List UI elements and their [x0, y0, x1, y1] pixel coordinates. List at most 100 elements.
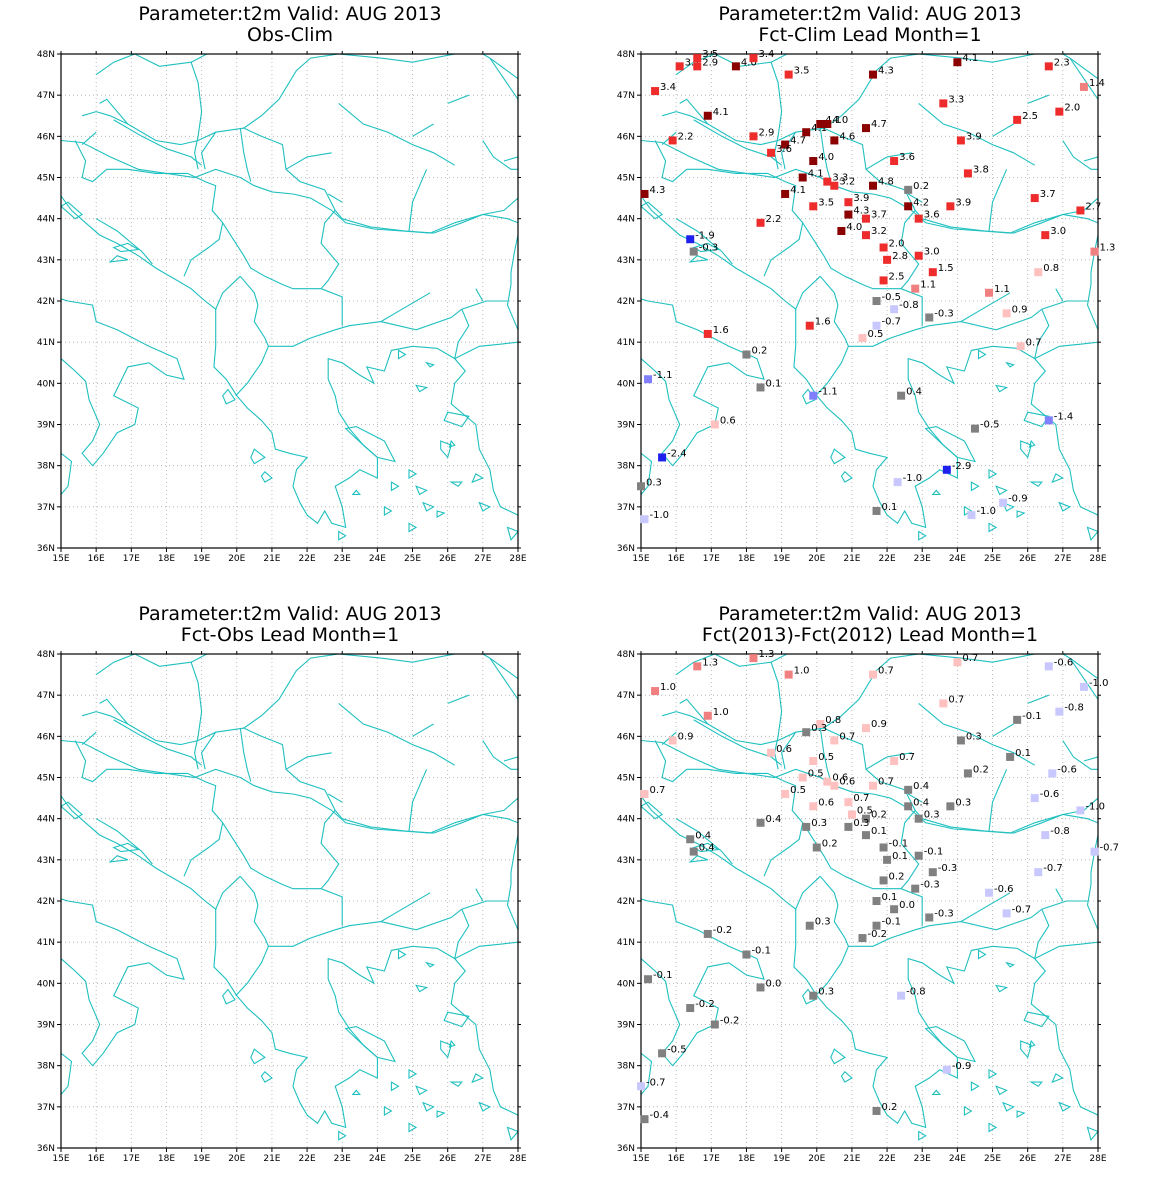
station-value-label: -1.0	[903, 473, 923, 484]
coastlines-borders	[641, 654, 1098, 1141]
border-line	[675, 218, 733, 265]
river-line	[408, 169, 428, 232]
station-marker	[1034, 868, 1043, 877]
river-line	[918, 702, 1035, 766]
station-value-label: -1.0	[1089, 678, 1109, 689]
island-outline	[688, 855, 708, 863]
station-marker	[914, 214, 923, 223]
station-marker	[1048, 769, 1057, 778]
lat-tick-label: 44N	[617, 215, 635, 225]
station-value-label: 0.2	[882, 1102, 898, 1113]
station-value-label: 0.5	[818, 752, 834, 763]
station-value-label: 3.6	[899, 152, 915, 163]
station-value-label: 3.9	[955, 197, 971, 208]
border-line	[475, 888, 484, 902]
station-marker	[1055, 707, 1064, 716]
station-marker	[693, 54, 702, 63]
station-value-label: -0.9	[952, 1061, 972, 1072]
lat-tick-label: 47N	[37, 691, 55, 701]
island-outline	[1086, 526, 1098, 541]
station-value-label: 3.4	[660, 82, 676, 93]
station-value-label: 0.1	[892, 851, 908, 862]
station-marker	[830, 181, 839, 190]
station-value-label: 0.7	[948, 694, 964, 705]
station-value-label: 1.3	[702, 657, 718, 668]
panel-title-line1: Parameter:t2m Valid: AUG 2013	[718, 3, 1022, 25]
island-outline	[443, 411, 470, 428]
station-value-label: -0.6	[1054, 657, 1074, 668]
island-outline	[397, 949, 407, 960]
lon-tick-label: 15E	[52, 554, 69, 564]
station-marker	[809, 202, 818, 211]
station-value-label: 0.7	[878, 777, 894, 788]
border-line	[74, 140, 224, 277]
border-line	[95, 54, 456, 76]
panel-title-line2: Fct-Clim Lead Month=1	[758, 24, 982, 46]
lat-tick-label: 40N	[617, 379, 635, 389]
station-value-label: 0.7	[1026, 337, 1042, 348]
lon-tick-label: 21E	[263, 1154, 280, 1164]
station-marker	[805, 921, 814, 930]
border-line	[454, 908, 470, 959]
station-value-label: 0.2	[751, 346, 767, 357]
border-line	[342, 813, 518, 834]
lon-tick-label: 26E	[1019, 554, 1036, 564]
station-value-label: 3.9	[853, 193, 869, 204]
island-outline	[977, 949, 987, 960]
border-line	[454, 308, 470, 359]
station-marker	[640, 515, 649, 524]
station-marker	[689, 247, 698, 256]
station-value-label: 4.1	[962, 53, 978, 64]
lat-tick-label: 41N	[37, 938, 55, 948]
coastline	[641, 795, 1098, 1129]
station-value-label: 4.0	[832, 115, 848, 126]
lat-tick-label: 36N	[37, 1144, 55, 1154]
border-line	[815, 275, 849, 397]
station-marker	[890, 157, 899, 166]
island-outline	[918, 1130, 927, 1141]
river-line	[641, 739, 1098, 834]
station-value-label: 3.0	[924, 247, 940, 258]
station-marker	[861, 724, 870, 733]
river-line	[693, 119, 782, 166]
station-marker	[939, 99, 948, 108]
station-marker	[742, 350, 751, 359]
station-value-label: -0.9	[1008, 494, 1028, 505]
station-marker	[1030, 794, 1039, 803]
station-value-label: 3.3	[948, 94, 964, 105]
lon-tick-label: 20E	[228, 1154, 245, 1164]
border-line	[1069, 57, 1098, 80]
lat-tick-label: 39N	[37, 421, 55, 431]
station-marker	[844, 822, 853, 831]
border-line	[1069, 657, 1098, 680]
station-value-label: 3.1	[685, 57, 701, 68]
river-line	[61, 739, 518, 834]
station-markers: 1.3 1.3 1.0 0.7 0.7 -0.6 -1.0 1.0 0.7 1.0 -0.1 -0.8…	[637, 649, 1119, 1124]
border-line	[201, 731, 217, 770]
station-marker	[1013, 115, 1022, 124]
island-outline	[222, 388, 236, 405]
island-outline	[995, 384, 1009, 393]
station-marker	[985, 288, 994, 297]
lon-tick-label: 23E	[334, 554, 351, 564]
river-line	[239, 128, 252, 182]
station-marker	[802, 728, 811, 737]
lat-tick-label: 38N	[617, 1062, 635, 1072]
island-outline	[988, 1068, 998, 1079]
station-marker	[893, 478, 902, 487]
lat-tick-label: 41N	[617, 938, 635, 948]
station-marker	[658, 1049, 667, 1058]
station-marker	[731, 62, 740, 71]
station-marker	[942, 1065, 951, 1074]
border-line	[1055, 288, 1064, 302]
station-value-label: -0.1	[751, 946, 771, 957]
station-marker	[861, 831, 870, 840]
lat-tick-label: 48N	[37, 50, 55, 60]
border-line	[922, 213, 1098, 234]
lat-tick-label: 48N	[617, 50, 635, 60]
station-value-label: 0.3	[818, 987, 834, 998]
lon-tick-label: 20E	[808, 1154, 825, 1164]
station-marker	[1006, 752, 1015, 761]
river-line	[641, 139, 1098, 234]
border-line	[781, 131, 797, 170]
